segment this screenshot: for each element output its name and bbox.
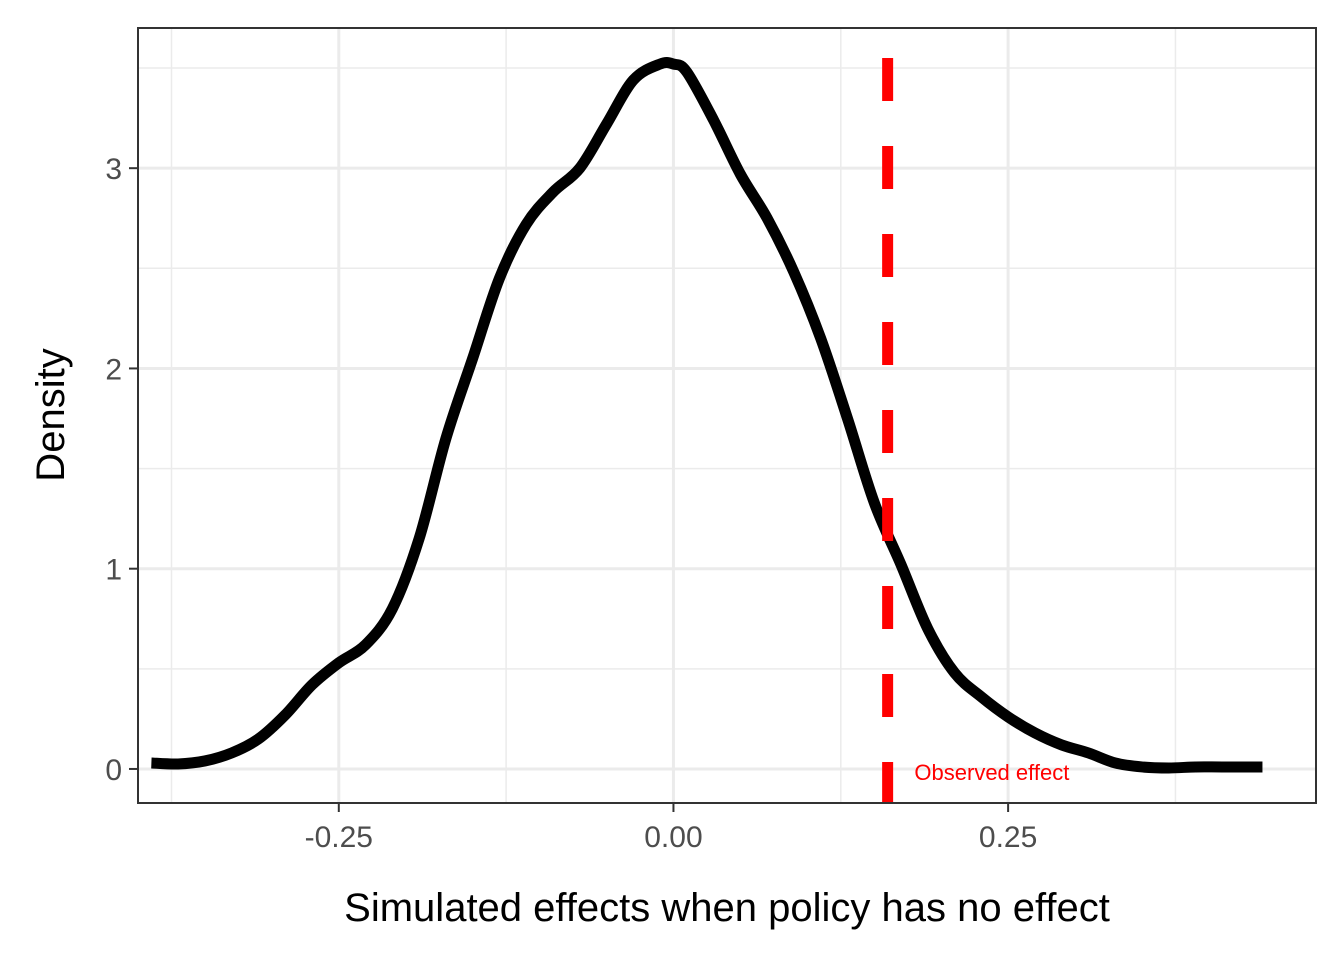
x-tick-label: 0.25 [979, 821, 1037, 854]
density-series [151, 57, 1263, 774]
grid-lines [138, 28, 1316, 803]
y-tick-label: 2 [105, 353, 122, 386]
panel-border [137, 27, 1317, 804]
observed-effect-label: Observed effect [914, 760, 1069, 785]
axes: -0.25 0.00 0.25 0 1 2 3 [105, 153, 1037, 854]
y-axis-title: Density [29, 348, 73, 481]
x-tick-label: 0.00 [644, 821, 702, 854]
y-tick-label: 0 [105, 754, 122, 787]
x-axis-title: Simulated effects when policy has no eff… [344, 886, 1110, 930]
x-tick-label: -0.25 [305, 821, 373, 854]
observed-effect-group: Observed effect [882, 58, 1069, 803]
y-tick-label: 3 [105, 153, 122, 186]
y-tick-label: 1 [105, 554, 122, 587]
density-curve [151, 57, 1263, 774]
